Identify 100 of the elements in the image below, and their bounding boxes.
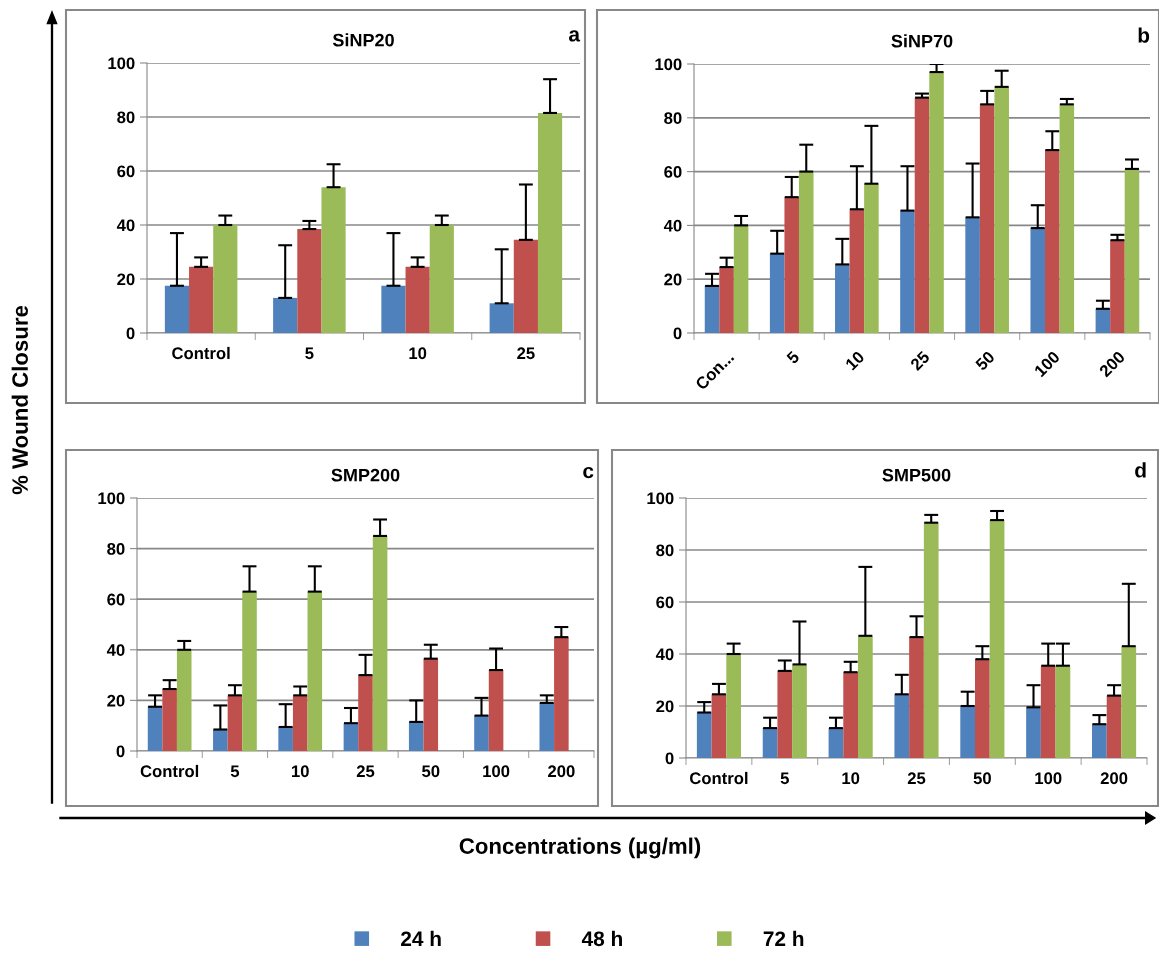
y-tick-label: 60	[117, 165, 135, 178]
y-tick-label: 0	[665, 752, 674, 765]
y-axis-title: % Wound Closure	[11, 305, 28, 495]
y-tick-label: 80	[664, 112, 682, 124]
bar	[381, 285, 406, 333]
bar	[1110, 240, 1125, 333]
bar	[792, 664, 807, 758]
x-tick-label: 5	[785, 350, 801, 365]
y-tick-label: 80	[117, 111, 135, 124]
y-tick-label: 20	[656, 700, 674, 713]
chart-title: SMP200	[331, 468, 400, 482]
bar	[408, 721, 424, 751]
bar	[965, 217, 980, 333]
bar	[975, 659, 990, 758]
bar	[1059, 104, 1075, 333]
x-tick-label: 5	[780, 772, 789, 785]
x-tick-label: 50	[422, 765, 440, 778]
x-tick-label: 100	[1033, 350, 1061, 378]
bar	[429, 225, 454, 333]
chart-title: SiNP70	[891, 34, 953, 48]
bar	[909, 637, 924, 758]
bar	[176, 649, 192, 751]
bar	[1040, 665, 1056, 758]
bar	[994, 86, 1009, 333]
y-tick-label: 60	[664, 166, 682, 178]
x-axis-title: Concentrations (µg/ml)	[459, 837, 701, 859]
chart-title: SMP500	[882, 468, 951, 482]
x-tick-label: 50	[974, 350, 996, 372]
bar	[213, 225, 238, 333]
bar	[343, 723, 359, 751]
x-tick-label: 5	[305, 347, 314, 360]
y-tick-label: 100	[655, 58, 682, 71]
x-tick-label: 200	[1100, 772, 1128, 785]
bar	[513, 239, 538, 333]
x-tick-label: 10	[844, 350, 866, 371]
bar	[307, 591, 323, 751]
x-tick-label: 10	[409, 347, 427, 360]
bar	[914, 97, 930, 333]
bar	[423, 658, 439, 751]
bar	[273, 297, 298, 333]
bar	[1121, 646, 1137, 758]
y-tick-label: 100	[647, 492, 674, 505]
bar	[696, 712, 712, 758]
text: c	[583, 466, 594, 479]
x-tick-label: 10	[292, 765, 309, 778]
bar	[358, 675, 373, 751]
bar	[189, 266, 214, 333]
bar	[321, 187, 346, 333]
y-tick-label: 40	[116, 219, 135, 232]
y-tick-label: 40	[106, 644, 125, 656]
bar	[1106, 695, 1122, 758]
y-tick-label: 40	[655, 648, 674, 661]
x-tick-label: 25	[909, 350, 931, 372]
bar	[242, 591, 257, 751]
x-tick-label: 10	[842, 772, 860, 785]
y-tick-label: 0	[126, 327, 135, 340]
bar	[894, 694, 910, 758]
bar	[1124, 168, 1140, 333]
bar	[297, 229, 322, 333]
bar	[858, 635, 873, 758]
x-tick-label: 5	[230, 765, 240, 778]
text: b	[1138, 27, 1150, 43]
bar	[960, 706, 975, 758]
bar	[488, 670, 504, 751]
bar	[1092, 724, 1107, 758]
bar	[1026, 707, 1041, 758]
bar	[769, 253, 785, 333]
y-tick-label: 20	[664, 273, 682, 286]
bar	[849, 209, 865, 333]
bar	[704, 285, 720, 333]
bar	[474, 715, 489, 751]
bar	[162, 689, 177, 751]
bar	[1030, 228, 1046, 333]
text: d	[1135, 462, 1146, 478]
bar	[923, 522, 939, 758]
bar	[835, 264, 850, 333]
legend-label: 48 h	[581, 930, 622, 947]
bar	[213, 729, 228, 751]
x-tick-label: 100	[1035, 772, 1062, 785]
bar	[278, 726, 293, 751]
bar	[843, 672, 858, 758]
bar	[1045, 150, 1060, 333]
bar	[726, 654, 741, 758]
bar	[292, 695, 308, 751]
bar	[929, 72, 944, 333]
x-tick-label: Control	[689, 771, 748, 785]
bar	[784, 197, 799, 333]
x-tick-label: 25	[907, 772, 926, 785]
y-tick-label: 100	[108, 57, 135, 70]
y-tick-label: 80	[107, 543, 125, 555]
bar	[864, 183, 879, 333]
bar	[227, 695, 243, 751]
y-tick-label: 20	[107, 694, 125, 707]
x-tick-label: 200	[548, 765, 575, 778]
legend-label: 24 h	[401, 930, 441, 946]
chart-title: SiNP20	[332, 33, 394, 47]
x-tick-label: 100	[483, 765, 510, 778]
legend-label: 72 h	[763, 930, 804, 946]
bar	[1095, 308, 1111, 333]
bar	[554, 637, 569, 751]
